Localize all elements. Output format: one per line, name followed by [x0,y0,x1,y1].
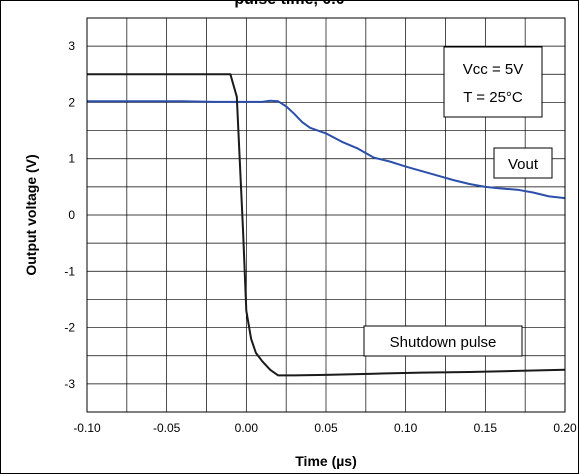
vout-label-box: Vout [493,147,553,179]
y-axis-title: Output voltage (V) [23,154,39,275]
y-tick-label: -2 [64,321,75,335]
x-tick-labels: -0.10 -0.05 0.00 0.05 0.10 0.15 0.20 [73,421,577,435]
x-axis-title: Time (µs) [295,453,357,469]
shutdown-pulse-label: Shutdown pulse [390,334,497,351]
y-tick-label: 1 [68,152,75,166]
y-tick-label: -1 [64,264,75,278]
x-tick-label: 0.10 [394,421,418,435]
series-line-vout [87,99,566,200]
y-tick-label: 3 [68,39,75,53]
plot-area [86,17,566,413]
conditions-line-1: Vcc = 5V [463,61,523,78]
x-tick-label: -0.10 [73,421,101,435]
y-tick-label: 0 [68,208,75,222]
conditions-line-2: T = 25°C [463,89,523,106]
x-tick-label: 0.20 [553,421,577,435]
vout-label: Vout [508,156,539,173]
y-tick-label: -3 [64,377,75,391]
shutdown-label-box: Shutdown pulse [363,325,523,357]
x-tick-label: 0.15 [474,421,498,435]
series-lines [87,73,566,377]
x-tick-label: 0.05 [314,421,338,435]
series-line-shutdown-pulse [87,73,566,377]
y-tick-labels: 3 2 1 0 -1 -2 -3 [64,39,75,391]
y-tick-label: 2 [68,95,75,109]
x-tick-label: -0.05 [153,421,181,435]
conditions-box: Vcc = 5V T = 25°C [443,46,543,118]
x-tick-label: 0.00 [235,421,259,435]
chart-title-fragment: pulse time, 0.0 [0,0,579,9]
